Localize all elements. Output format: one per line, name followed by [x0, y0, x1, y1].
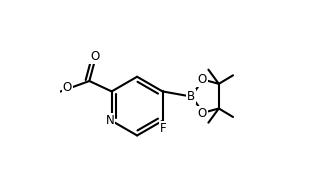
Text: B: B: [187, 90, 195, 103]
Text: O: O: [197, 73, 207, 86]
Text: N: N: [106, 114, 115, 127]
Text: O: O: [63, 81, 72, 94]
Text: O: O: [197, 107, 207, 120]
Text: O: O: [90, 50, 99, 63]
Text: F: F: [160, 122, 167, 135]
